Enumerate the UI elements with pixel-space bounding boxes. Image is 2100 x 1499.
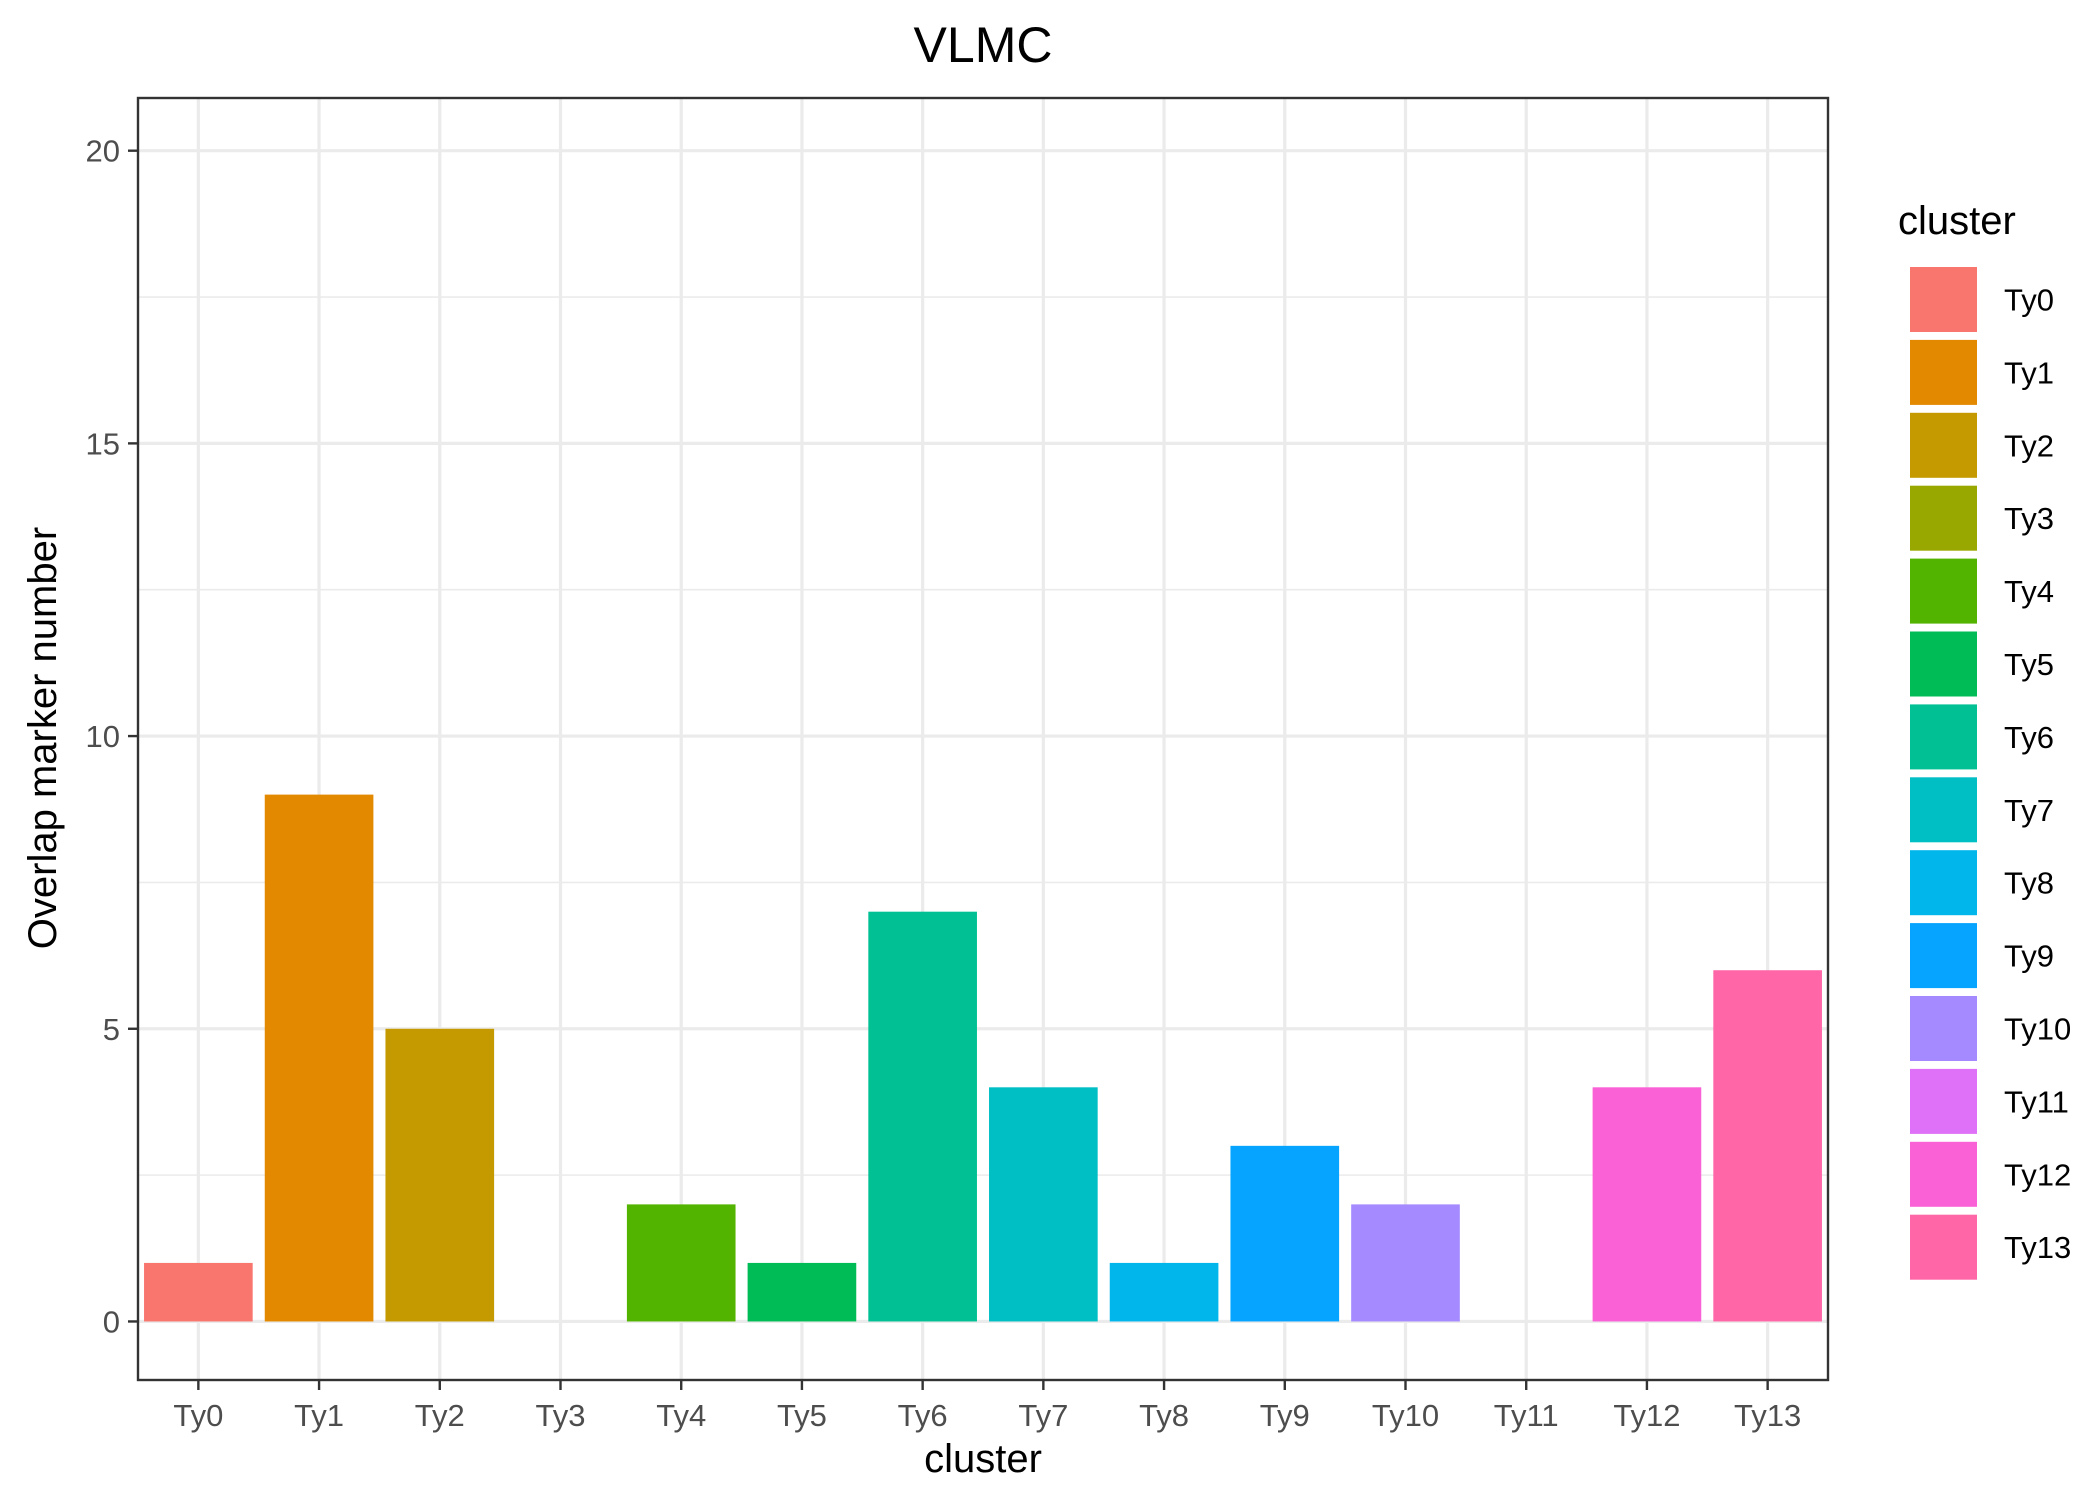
legend-key-Ty11 [1910,1068,1977,1134]
bar-Ty6 [868,911,977,1322]
x-tick-label: Ty4 [656,1398,706,1433]
y-tick-label: 10 [86,719,120,754]
x-tick-label: Ty6 [898,1398,948,1433]
x-tick-label: Ty13 [1734,1398,1801,1433]
bar-Ty2 [385,1028,495,1322]
bar-Ty13 [1713,970,1822,1322]
bar-Ty1 [264,794,374,1322]
legend-label-Ty7: Ty7 [2004,793,2054,828]
bar-Ty12 [1592,1087,1702,1322]
chart-title: VLMC [914,17,1053,73]
legend-label-Ty3: Ty3 [2004,501,2054,536]
panel-border [136,96,1830,1382]
y-tick-label: 0 [103,1304,120,1339]
legend-key-Ty0 [1910,267,1977,332]
bar-Ty5 [747,1262,857,1322]
legend: cluster Ty0Ty1Ty2Ty3Ty4Ty5Ty6Ty7Ty8Ty9Ty… [1898,199,2071,1280]
legend-label-Ty11: Ty11 [2004,1084,2069,1119]
legend-label-Ty10: Ty10 [2004,1012,2071,1047]
bars [144,794,1822,1322]
bar-Ty0 [144,1262,253,1322]
legend-key-Ty2 [1910,412,1977,478]
y-tick-label: 15 [86,426,120,461]
x-tick-label: Ty5 [777,1398,827,1433]
x-axis-title: cluster [924,1437,1042,1481]
legend-label-Ty6: Ty6 [2004,720,2054,755]
legend-label-Ty2: Ty2 [2004,428,2054,463]
legend-key-Ty5 [1910,631,1977,697]
x-tick-label: Ty12 [1613,1398,1680,1433]
legend-items: Ty0 Ty1 Ty2 Ty3 Ty4 Ty5 Ty6 Ty7 Ty8 Ty9 Ty10 Ty11 Ty… [1910,267,2071,1280]
x-tick-label: Ty1 [294,1398,344,1433]
x-tick-label: Ty9 [1260,1398,1310,1433]
bar-Ty8 [1109,1262,1219,1322]
legend-title: cluster [1898,199,2016,243]
x-tick-label: Ty3 [536,1398,586,1433]
legend-label-Ty0: Ty0 [2004,283,2054,318]
legend-key-Ty12 [1910,1141,1977,1207]
legend-key-Ty4 [1910,558,1977,624]
legend-key-Ty13 [1910,1214,1977,1280]
legend-label-Ty9: Ty9 [2004,939,2054,974]
x-tick-label: Ty11 [1494,1398,1559,1433]
y-tick-label: 5 [103,1012,120,1047]
x-tick-label: Ty10 [1372,1398,1439,1433]
legend-label-Ty12: Ty12 [2004,1157,2071,1192]
x-tick-label: Ty8 [1139,1398,1189,1433]
legend-key-Ty9 [1910,923,1977,989]
legend-key-Ty8 [1910,850,1977,916]
bar-Ty9 [1230,1145,1340,1322]
legend-label-Ty5: Ty5 [2004,647,2054,682]
legend-key-Ty7 [1910,777,1977,843]
x-axis: Ty0 Ty1 Ty2 Ty3 Ty4 Ty5 Ty6 Ty7 Ty8 Ty9 Ty10 Ty11 Ty… [173,1380,1801,1433]
x-tick-label: Ty7 [1018,1398,1068,1433]
y-axis: 0 5 10 15 20 [86,134,138,1339]
bar-Ty10 [1351,1204,1460,1322]
bar-Ty7 [989,1087,1098,1322]
legend-label-Ty1: Ty1 [2004,355,2054,390]
y-tick-label: 20 [86,134,120,169]
legend-label-Ty4: Ty4 [2004,574,2054,609]
legend-key-Ty1 [1910,339,1977,405]
legend-key-Ty3 [1910,485,1977,551]
legend-key-Ty10 [1910,996,1977,1061]
x-tick-label: Ty0 [173,1398,223,1433]
x-tick-label: Ty2 [415,1398,465,1433]
legend-label-Ty13: Ty13 [2004,1230,2071,1265]
y-axis-title: Overlap marker number [21,527,65,949]
bar-Ty4 [626,1204,736,1322]
legend-key-Ty6 [1910,704,1977,770]
legend-label-Ty8: Ty8 [2004,866,2054,901]
